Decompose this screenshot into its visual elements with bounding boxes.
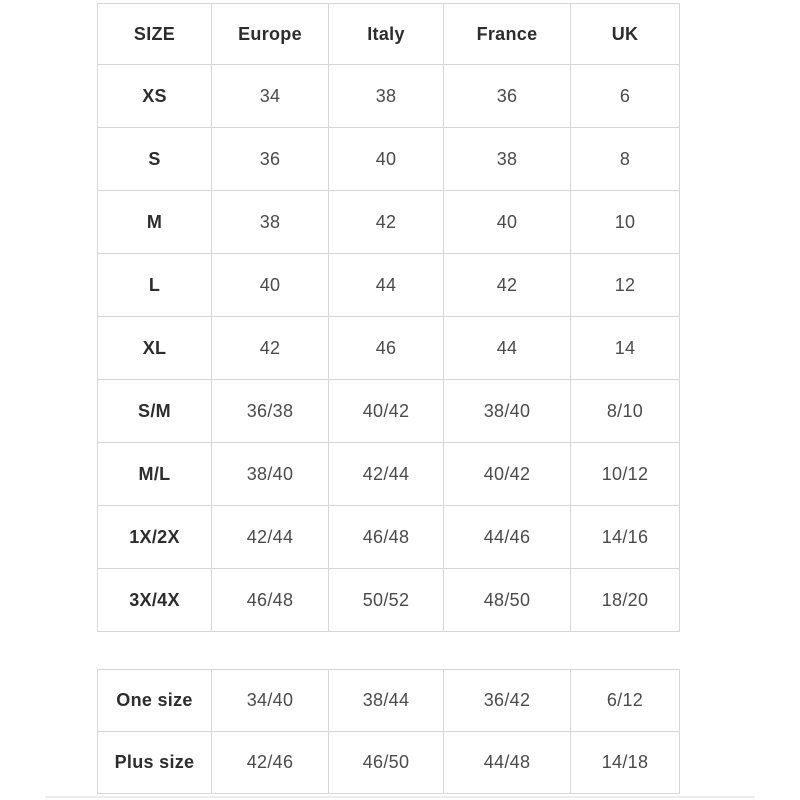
value-cell: 36 [443, 64, 571, 128]
size-label-cell: Plus size [97, 731, 212, 794]
value-cell: 42/44 [211, 505, 329, 569]
size-label-cell: M [97, 190, 212, 254]
table-row-one-size: One size 34/40 38/44 36/42 6/12 [97, 669, 680, 732]
size-conversion-table: SIZE Europe Italy France UK XS 34 38 36 … [97, 3, 680, 632]
value-cell: 38 [328, 64, 444, 128]
value-cell: 40/42 [328, 379, 444, 443]
table-row-3x4x: 3X/4X 46/48 50/52 48/50 18/20 [97, 568, 680, 632]
value-cell: 18/20 [570, 568, 680, 632]
value-cell: 38/40 [211, 442, 329, 506]
value-cell: 42/44 [328, 442, 444, 506]
header-cell-uk: UK [570, 3, 680, 65]
value-cell: 40 [328, 127, 444, 191]
value-cell: 46/48 [328, 505, 444, 569]
value-cell: 36/42 [443, 669, 571, 732]
table-row-xl: XL 42 46 44 14 [97, 316, 680, 380]
table-row-1x2x: 1X/2X 42/44 46/48 44/46 14/16 [97, 505, 680, 569]
table-row-sm: S/M 36/38 40/42 38/40 8/10 [97, 379, 680, 443]
value-cell: 44 [443, 316, 571, 380]
value-cell: 14/18 [570, 731, 680, 794]
table-row-s: S 36 40 38 8 [97, 127, 680, 191]
value-cell: 40/42 [443, 442, 571, 506]
value-cell: 40 [211, 253, 329, 317]
size-label-cell: S [97, 127, 212, 191]
size-label-cell: S/M [97, 379, 212, 443]
value-cell: 46/48 [211, 568, 329, 632]
value-cell: 38 [443, 127, 571, 191]
value-cell: 38 [211, 190, 329, 254]
value-cell: 8/10 [570, 379, 680, 443]
size-label-cell: M/L [97, 442, 212, 506]
table-header-row: SIZE Europe Italy France UK [97, 3, 680, 65]
value-cell: 36 [211, 127, 329, 191]
value-cell: 10/12 [570, 442, 680, 506]
value-cell: 42 [328, 190, 444, 254]
value-cell: 42 [443, 253, 571, 317]
value-cell: 10 [570, 190, 680, 254]
value-cell: 46/50 [328, 731, 444, 794]
table-row-plus-size: Plus size 42/46 46/50 44/48 14/18 [97, 731, 680, 794]
special-size-table: One size 34/40 38/44 36/42 6/12 Plus siz… [97, 669, 680, 794]
size-label-cell: 3X/4X [97, 568, 212, 632]
value-cell: 48/50 [443, 568, 571, 632]
header-cell-france: France [443, 3, 571, 65]
value-cell: 12 [570, 253, 680, 317]
table-row-ml: M/L 38/40 42/44 40/42 10/12 [97, 442, 680, 506]
value-cell: 38/40 [443, 379, 571, 443]
size-label-cell: L [97, 253, 212, 317]
header-cell-size: SIZE [97, 3, 212, 65]
value-cell: 36/38 [211, 379, 329, 443]
value-cell: 14/16 [570, 505, 680, 569]
value-cell: 14 [570, 316, 680, 380]
value-cell: 6 [570, 64, 680, 128]
value-cell: 6/12 [570, 669, 680, 732]
size-label-cell: XS [97, 64, 212, 128]
header-cell-italy: Italy [328, 3, 444, 65]
size-label-cell: One size [97, 669, 212, 732]
size-label-cell: XL [97, 316, 212, 380]
table-row-m: M 38 42 40 10 [97, 190, 680, 254]
value-cell: 44/46 [443, 505, 571, 569]
size-chart: SIZE Europe Italy France UK XS 34 38 36 … [97, 3, 680, 794]
value-cell: 40 [443, 190, 571, 254]
value-cell: 34 [211, 64, 329, 128]
value-cell: 8 [570, 127, 680, 191]
table-row-xs: XS 34 38 36 6 [97, 64, 680, 128]
value-cell: 44 [328, 253, 444, 317]
value-cell: 34/40 [211, 669, 329, 732]
header-cell-europe: Europe [211, 3, 329, 65]
value-cell: 44/48 [443, 731, 571, 794]
lower-divider [45, 796, 755, 798]
value-cell: 42/46 [211, 731, 329, 794]
value-cell: 42 [211, 316, 329, 380]
value-cell: 46 [328, 316, 444, 380]
table-row-l: L 40 44 42 12 [97, 253, 680, 317]
value-cell: 50/52 [328, 568, 444, 632]
value-cell: 38/44 [328, 669, 444, 732]
size-label-cell: 1X/2X [97, 505, 212, 569]
